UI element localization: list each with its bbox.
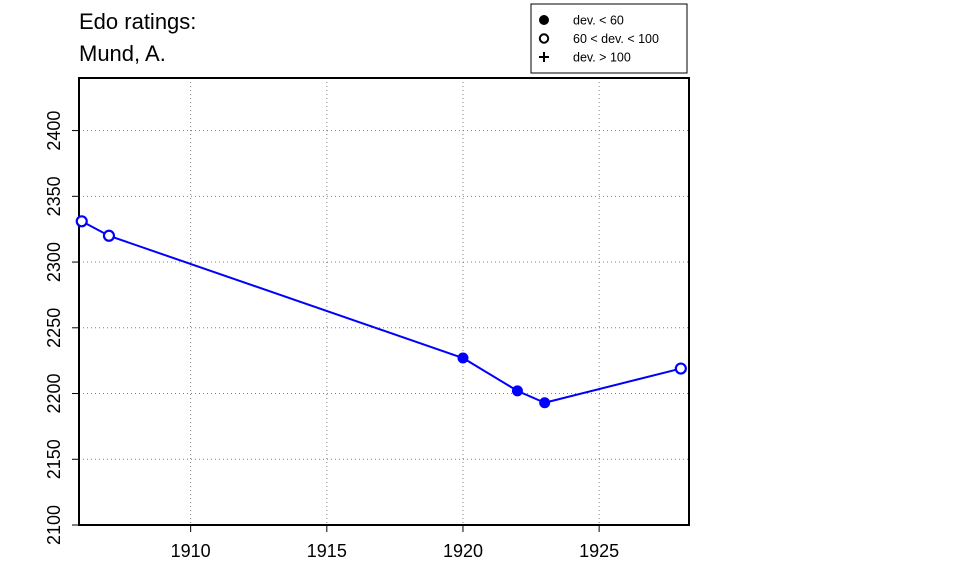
y-tick-label: 2200 [44,374,64,414]
y-tick-label: 2350 [44,176,64,216]
x-tick-label: 1925 [579,541,619,561]
data-point-filled [539,397,551,409]
data-point-filled [511,385,523,397]
y-tick-label: 2150 [44,439,64,479]
chart-title-line-1: Edo ratings: [79,9,197,34]
legend-marker-filled-circle [539,15,549,25]
data-point-open [674,362,687,375]
x-tick-label: 1910 [171,541,211,561]
legend-box [530,3,688,74]
legend-label: 60 < dev. < 100 [573,32,659,46]
legend-label: dev. > 100 [573,51,631,65]
x-tick-label: 1915 [307,541,347,561]
chart-title-line-2: Mund, A. [79,41,166,66]
data-point-filled [457,352,469,364]
legend: dev. < 60 60 < dev. < 100 dev. > 100 [530,3,688,74]
data-point-open [102,229,116,242]
legend-marker-open-circle [538,33,550,44]
y-tick-label: 2250 [44,308,64,348]
y-tick-label: 2100 [44,505,64,545]
y-tick-label: 2300 [44,242,64,282]
series-line [75,215,687,409]
legend-label: dev. < 60 [573,14,624,28]
grid-lines [79,78,689,525]
y-tick-label: 2400 [44,111,64,151]
data-point-open [75,215,88,228]
plot-frame [78,77,690,526]
series-line-path [81,220,682,404]
x-tick-label: 1920 [443,541,483,561]
axes: 1910 1915 1920 1925 2100 2150 2200 2250 2300 2350… [44,77,690,561]
